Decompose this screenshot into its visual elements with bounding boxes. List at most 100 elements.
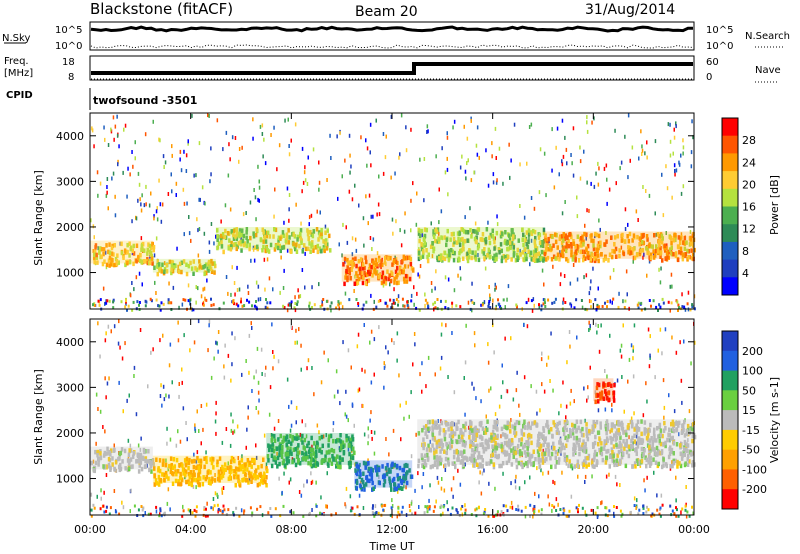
vel-noise-cell [177,338,180,343]
vel-ground-cell [529,503,532,507]
vel-echo-cell [600,451,604,457]
vel-echo-cell [265,475,268,480]
vel-colorbar-tick: -200 [742,483,767,496]
vel-ground-cell [371,510,374,514]
vel-noise-cell [668,393,670,398]
vel-echo-cell [405,480,409,486]
power-noise-cell [421,233,424,238]
vel-echo-cell [362,483,366,489]
power-echo-cell [362,275,365,281]
vel-echo-cell [291,438,294,443]
vel-noise-cell [632,348,634,353]
vel-echo-cell [358,469,362,474]
power-echo-cell [357,259,361,264]
power-colorbar-cell [722,259,738,278]
vel-echo-cell [615,458,619,463]
power-noise-cell [350,164,352,169]
power-noise-cell [370,163,372,168]
vel-echo-cell [537,441,540,447]
vel-noise-cell [227,461,229,466]
power-echo-cell [261,248,264,253]
power-noise-cell [261,123,264,128]
vel-echo-cell [427,426,430,432]
power-echo-cell [353,281,356,286]
vel-echo-cell [332,457,335,462]
power-echo-cell [207,259,211,265]
vel-echo-cell [611,450,614,455]
vel-echo-cell [527,452,531,457]
power-colorbar-tick: 24 [742,156,756,169]
power-echo-cell [466,238,469,243]
vel-echo-cell [610,383,613,388]
power-echo-cell [264,248,268,254]
nave-tick-top: 60 [706,57,719,68]
power-echo-cell [210,269,214,274]
vel-echo-cell [685,447,688,453]
vel-noise-cell [290,324,293,329]
vel-noise-cell [298,327,300,332]
power-echo-cell [489,232,492,238]
vel-echo-cell [396,473,399,478]
power-echo-cell [346,257,349,263]
power-noise-cell [390,114,393,119]
power-noise-cell [175,193,177,197]
vel-noise-cell [500,394,503,399]
power-noise-cell [161,202,164,207]
vel-echo-cell [615,442,618,448]
vel-ground-cell [335,512,337,516]
power-echo-cell [685,240,688,245]
vel-echo-cell [679,451,683,456]
vel-noise-cell [385,437,387,441]
vel-echo-cell [266,454,270,459]
power-echo-cell [462,239,465,245]
vel-echo-cell [483,430,486,435]
vel-echo-cell [161,462,165,467]
vel-ground-cell [659,506,662,510]
vel-noise-cell [200,404,203,408]
vel-echo-cell [273,438,277,444]
vel-echo-cell [622,430,625,435]
power-echo-cell [484,239,488,245]
power-echo-cell [683,246,687,251]
power-echo-cell [387,256,390,261]
power-echo-cell [663,243,667,248]
power-noise-cell [593,184,596,189]
power-echo-cell [343,256,347,262]
power-echo-cell [446,228,449,234]
vel-noise-cell [367,441,369,446]
power-noise-cell [655,232,658,237]
vel-echo-cell [619,443,623,448]
vel-echo-cell [615,428,619,433]
power-noise-cell [90,218,92,223]
vel-noise-cell [648,364,651,369]
vel-echo-cell [189,470,193,475]
vel-echo-cell [633,433,636,438]
vel-echo-cell [662,428,666,433]
vel-noise-cell [413,332,416,336]
vel-noise-cell [357,388,359,393]
power-echo-cell [319,231,323,237]
power-echo-cell [377,258,381,263]
vel-echo-cell [525,440,528,445]
power-ground-cell [670,301,673,305]
power-echo-cell [165,263,169,268]
vel-noise-cell [596,330,598,335]
vel-noise-cell [558,446,561,451]
vel-ground-cell [204,514,207,518]
vel-ground-cell [684,508,687,512]
power-noise-cell [395,219,397,224]
vel-noise-cell [542,448,544,453]
vel-echo-cell [444,463,447,468]
vel-noise-cell [418,505,420,509]
vel-noise-cell [373,451,376,456]
power-echo-cell [683,235,687,241]
vel-echo-cell [569,433,572,439]
power-ground-cell [321,303,324,307]
power-noise-cell [140,208,143,213]
nsearch-tick-bottom: 10^0 [706,41,733,52]
power-noise-cell [301,189,303,194]
power-echo-cell [538,257,541,263]
power-echo-cell [534,235,537,241]
vel-echo-cell [595,459,599,464]
vel-echo-cell [664,440,667,446]
